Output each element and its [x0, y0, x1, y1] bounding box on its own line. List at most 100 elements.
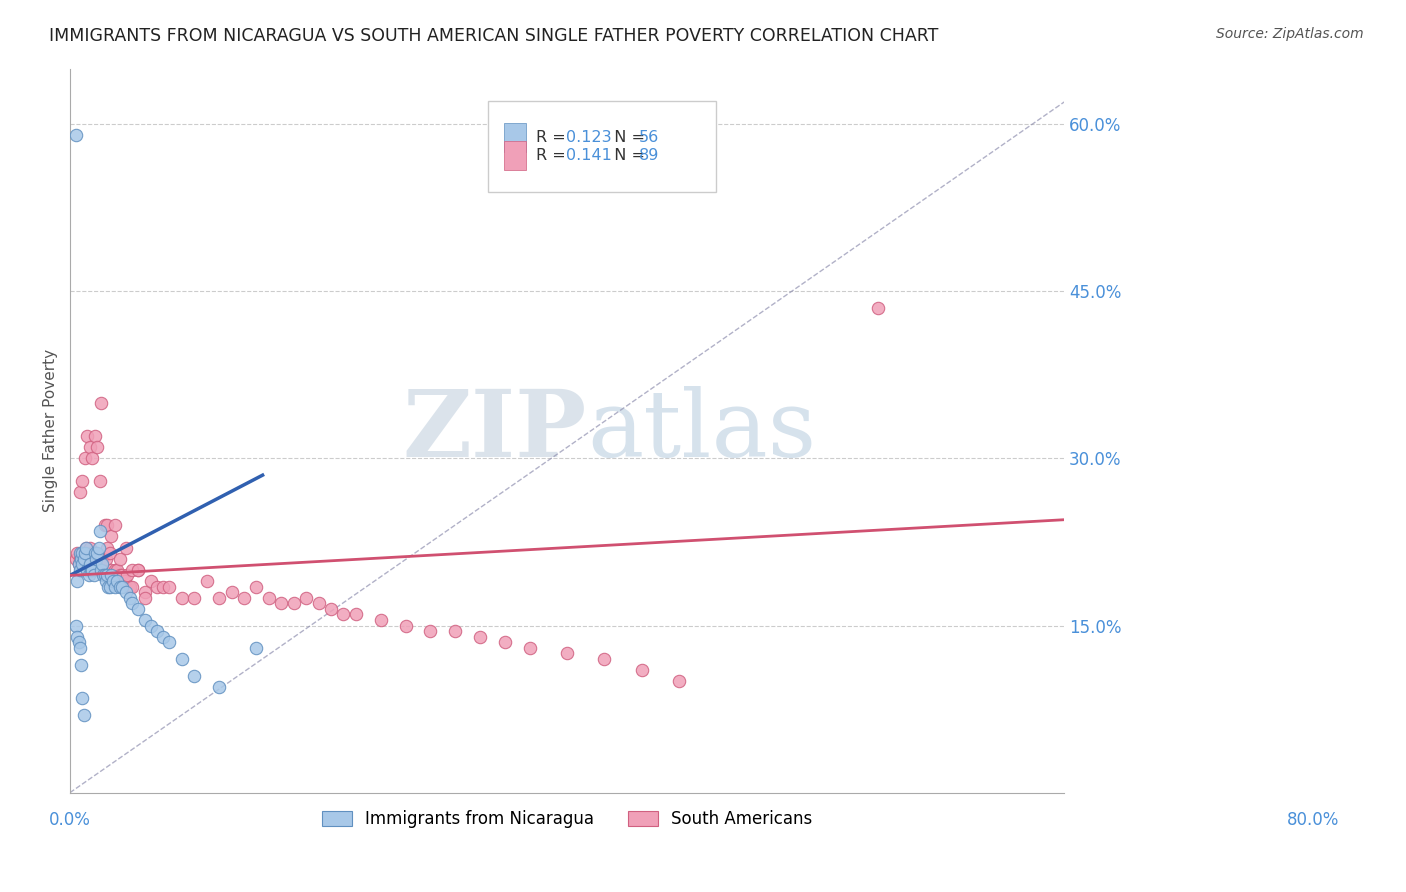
- Text: R =: R =: [536, 130, 571, 145]
- Point: [139, 618, 162, 632]
- Point: [108, 568, 131, 582]
- Point: [66, 630, 89, 644]
- Point: [134, 591, 156, 605]
- Text: 0.141: 0.141: [567, 148, 612, 163]
- Point: [100, 529, 122, 543]
- Point: [121, 596, 143, 610]
- Point: [115, 541, 138, 555]
- Point: [295, 591, 318, 605]
- Point: [89, 524, 111, 538]
- Point: [332, 607, 354, 622]
- Text: IMMIGRANTS FROM NICARAGUA VS SOUTH AMERICAN SINGLE FATHER POVERTY CORRELATION CH: IMMIGRANTS FROM NICARAGUA VS SOUTH AMERI…: [49, 27, 939, 45]
- Point: [245, 580, 267, 594]
- Point: [96, 541, 118, 555]
- Point: [72, 551, 94, 566]
- Point: [519, 640, 541, 655]
- Point: [208, 591, 231, 605]
- Point: [72, 546, 94, 560]
- Point: [90, 395, 112, 409]
- Point: [94, 574, 117, 588]
- Point: [308, 596, 330, 610]
- Point: [83, 429, 105, 443]
- Point: [90, 563, 112, 577]
- Point: [67, 635, 90, 649]
- Point: [121, 580, 143, 594]
- Point: [100, 563, 122, 577]
- Point: [630, 663, 652, 677]
- Point: [86, 546, 108, 560]
- FancyBboxPatch shape: [505, 141, 526, 169]
- Point: [103, 568, 125, 582]
- Point: [100, 568, 122, 582]
- Point: [152, 580, 174, 594]
- Point: [444, 624, 467, 639]
- Point: [82, 563, 104, 577]
- Point: [76, 546, 98, 560]
- Point: [108, 580, 131, 594]
- Point: [79, 541, 101, 555]
- Point: [555, 647, 578, 661]
- Point: [67, 558, 90, 572]
- Point: [91, 558, 114, 572]
- Point: [73, 551, 96, 566]
- Point: [105, 563, 128, 577]
- Point: [494, 635, 516, 649]
- Point: [80, 551, 103, 566]
- Point: [468, 630, 491, 644]
- Point: [69, 640, 91, 655]
- Point: [98, 546, 121, 560]
- Point: [104, 518, 127, 533]
- Point: [80, 563, 103, 577]
- Point: [319, 602, 342, 616]
- Point: [69, 551, 91, 566]
- FancyBboxPatch shape: [488, 101, 716, 192]
- Point: [93, 568, 115, 582]
- Point: [73, 451, 96, 466]
- Point: [221, 585, 243, 599]
- Point: [118, 591, 141, 605]
- Point: [79, 558, 101, 572]
- Point: [257, 591, 280, 605]
- Point: [146, 580, 169, 594]
- Text: N =: N =: [605, 148, 650, 163]
- Point: [344, 607, 367, 622]
- Point: [104, 580, 127, 594]
- Point: [114, 574, 136, 588]
- Point: [195, 574, 218, 588]
- Point: [77, 568, 100, 582]
- Point: [75, 541, 97, 555]
- Point: [111, 580, 134, 594]
- Point: [89, 551, 111, 566]
- Point: [89, 474, 111, 488]
- Point: [394, 618, 416, 632]
- Point: [91, 551, 114, 566]
- Point: [152, 630, 174, 644]
- Point: [77, 546, 100, 560]
- Point: [86, 440, 108, 454]
- Point: [96, 568, 118, 582]
- Point: [183, 668, 205, 682]
- Point: [98, 580, 121, 594]
- Point: [232, 591, 254, 605]
- Point: [96, 518, 118, 533]
- Point: [419, 624, 441, 639]
- Point: [105, 574, 128, 588]
- Point: [65, 551, 87, 566]
- Point: [127, 602, 149, 616]
- Point: [94, 551, 117, 566]
- Point: [72, 690, 94, 705]
- Point: [82, 451, 104, 466]
- Point: [72, 546, 94, 560]
- Point: [134, 613, 156, 627]
- Point: [157, 580, 180, 594]
- Legend: Immigrants from Nicaragua, South Americans: Immigrants from Nicaragua, South America…: [315, 804, 818, 835]
- Point: [270, 596, 292, 610]
- Text: 0.123: 0.123: [567, 130, 612, 145]
- Point: [65, 128, 87, 143]
- Point: [104, 563, 127, 577]
- Point: [121, 563, 143, 577]
- Point: [183, 591, 205, 605]
- Point: [72, 551, 94, 566]
- Text: 0.0%: 0.0%: [49, 811, 91, 829]
- Point: [111, 568, 134, 582]
